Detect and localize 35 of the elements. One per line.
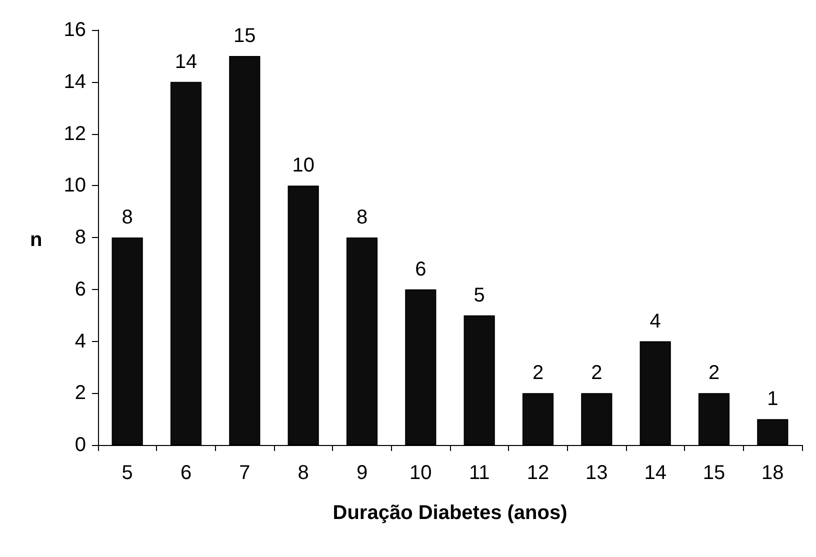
y-tick-label: 10 xyxy=(64,174,86,197)
y-tick-label: 16 xyxy=(64,19,86,41)
data-label: 2 xyxy=(532,362,544,384)
data-label: 6 xyxy=(415,258,426,280)
x-tick-label: 8 xyxy=(298,462,309,484)
y-tick-label: 12 xyxy=(64,122,86,145)
x-tick-label: 11 xyxy=(468,462,490,484)
x-tick-label: 18 xyxy=(762,462,784,484)
x-tick-label: 10 xyxy=(410,462,432,484)
x-tick-label: 5 xyxy=(122,462,133,484)
data-label: 1 xyxy=(767,388,778,410)
data-label: 10 xyxy=(292,154,314,177)
y-tick-label: 2 xyxy=(74,382,86,404)
data-label: 14 xyxy=(174,50,198,73)
y-tick-label: 8 xyxy=(74,226,86,248)
data-label: 8 xyxy=(356,206,368,228)
y-axis-title: n xyxy=(30,229,42,251)
data-label: 4 xyxy=(650,310,661,332)
data-label: 2 xyxy=(708,362,720,384)
data-label: 2 xyxy=(591,362,602,384)
y-tick-label: 0 xyxy=(74,434,86,456)
data-label: 5 xyxy=(474,284,485,306)
x-tick-label: 14 xyxy=(644,462,666,484)
x-tick-label: 6 xyxy=(180,462,192,484)
x-axis-title: Duração Diabetes (anos) xyxy=(332,502,568,524)
data-label: 15 xyxy=(234,24,256,47)
y-tick-label: 14 xyxy=(64,70,86,93)
x-tick-label: 7 xyxy=(239,462,250,484)
x-tick-label: 9 xyxy=(356,462,368,484)
y-tick-label: 4 xyxy=(74,330,86,352)
x-tick-label: 15 xyxy=(702,462,726,484)
y-tick-label: 6 xyxy=(74,278,86,300)
x-tick-label: 13 xyxy=(586,462,608,484)
data-label: 8 xyxy=(122,206,133,228)
x-tick-label: 12 xyxy=(526,462,550,484)
